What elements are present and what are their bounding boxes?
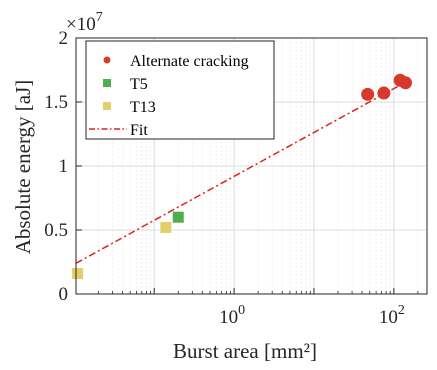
y-tick-label: 0: [59, 284, 69, 305]
legend-label: T13: [130, 99, 156, 116]
legend-marker-circle: [103, 56, 111, 64]
y-tick-label: 1: [59, 156, 69, 177]
legend-label: Fit: [130, 122, 148, 139]
x-tick-label: 100: [219, 303, 245, 328]
y-tick-label: 0.5: [44, 220, 68, 241]
x-tick-label: 102: [379, 303, 405, 328]
legend-marker-square: [103, 79, 111, 87]
point-alternate-cracking: [399, 76, 413, 90]
legend-marker-square: [103, 102, 111, 110]
point-alternate-cracking: [361, 87, 375, 101]
x-axis-label: Burst area [mm²]: [173, 339, 317, 363]
legend-label: T5: [130, 76, 148, 93]
point-alternate-cracking: [377, 86, 391, 100]
point-t13: [160, 221, 172, 233]
y-tick-label: 1.5: [44, 92, 68, 113]
y-axis-multiplier: ×107: [66, 10, 103, 35]
legend-box: [85, 40, 275, 140]
fit-layer: [75, 78, 411, 264]
fit-line: [75, 78, 411, 264]
data-points: [72, 73, 413, 280]
legend: Alternate cracking T5 T13 Fit: [85, 40, 275, 140]
y-axis-label: Absolute energy [aJ]: [11, 80, 35, 255]
y-tick-label: 2: [59, 28, 69, 49]
x-tick-labels: 100 102: [219, 303, 405, 328]
tick-marks: [76, 37, 419, 295]
legend-label: Alternate cracking: [130, 53, 249, 70]
point-t13: [72, 268, 84, 280]
y-tick-labels: 0 0.5 1 1.5 2: [44, 28, 68, 305]
point-t5: [172, 211, 184, 223]
